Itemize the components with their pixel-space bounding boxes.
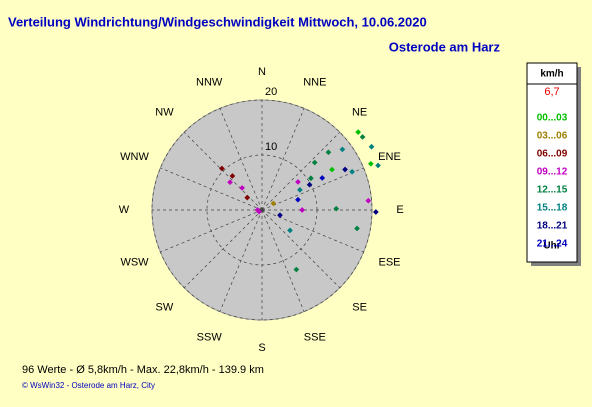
direction-label: WSW xyxy=(120,257,149,269)
spoke xyxy=(261,108,305,211)
data-point xyxy=(239,185,245,191)
data-point xyxy=(306,181,313,188)
chart-subtitle: Osterode am Harz xyxy=(389,39,501,54)
data-point xyxy=(329,166,335,173)
data-point xyxy=(277,212,283,218)
data-point xyxy=(287,227,293,234)
data-point xyxy=(359,134,366,140)
data-point xyxy=(375,162,381,169)
direction-label: SW xyxy=(156,301,174,313)
data-point xyxy=(365,197,372,204)
data-point xyxy=(295,179,301,185)
direction-label: SSW xyxy=(197,331,223,343)
data-point xyxy=(299,207,305,213)
data-point xyxy=(295,196,301,203)
legend-entry: 06...09 xyxy=(537,149,568,160)
ring xyxy=(151,99,373,321)
r-tick-label: 10 xyxy=(265,141,277,153)
data-point xyxy=(339,146,346,153)
legend-entry: 03...06 xyxy=(537,131,568,142)
data-point xyxy=(354,225,360,232)
legend-footer: Uhr xyxy=(543,241,560,252)
direction-label: S xyxy=(258,342,265,354)
current-value: 6,7 xyxy=(544,86,559,98)
spoke xyxy=(219,108,263,211)
data-point xyxy=(308,175,314,182)
direction-label: WNW xyxy=(120,151,149,163)
direction-label: N xyxy=(258,66,266,78)
data-point xyxy=(342,166,348,173)
spoke xyxy=(219,209,263,312)
data-point xyxy=(293,266,300,273)
data-point xyxy=(368,143,375,150)
data-point xyxy=(368,160,374,167)
data-point xyxy=(270,200,277,207)
data-point xyxy=(227,179,233,186)
direction-label: NNW xyxy=(196,76,223,88)
credit: © WsWin32 - Osterode am Harz, City xyxy=(22,381,155,390)
legend-entry: 00...03 xyxy=(537,113,568,124)
data-point xyxy=(319,175,326,181)
direction-label: NNE xyxy=(303,76,326,88)
spoke xyxy=(261,209,364,253)
direction-label: SSE xyxy=(304,331,326,343)
legend-entry: 15...18 xyxy=(537,203,568,214)
data-point xyxy=(373,209,379,215)
direction-label: SE xyxy=(352,301,367,313)
direction-label: W xyxy=(119,204,130,216)
data-point xyxy=(333,205,340,212)
legend-title: km/h xyxy=(540,69,563,80)
legend-entry: 21...24 xyxy=(537,239,568,250)
spoke xyxy=(261,167,364,211)
chart-title: Verteilung Windrichtung/Windgeschwindigk… xyxy=(8,14,427,29)
data-point xyxy=(256,208,262,215)
direction-label: E xyxy=(396,204,403,216)
r-tick-label: 20 xyxy=(265,86,277,98)
direction-label: ENE xyxy=(378,151,401,163)
direction-label: ESE xyxy=(378,257,400,269)
spoke xyxy=(261,209,305,312)
spoke xyxy=(183,209,263,289)
legend-entry: 18...21 xyxy=(537,221,568,232)
data-point xyxy=(355,129,362,135)
ring xyxy=(206,154,318,266)
legend-box xyxy=(526,62,578,263)
legend-entry: 09...12 xyxy=(537,167,568,178)
data-point xyxy=(311,159,318,166)
data-point xyxy=(219,165,225,172)
data-point xyxy=(325,149,332,156)
footer: 96 Werte - Ø 5,8km/h - Max. 22,8km/h - 1… xyxy=(22,364,264,376)
data-point xyxy=(349,168,355,175)
data-point xyxy=(229,173,236,179)
direction-label: NE xyxy=(352,106,367,118)
legend-entry: 12...15 xyxy=(537,185,568,196)
data-point xyxy=(297,187,303,193)
direction-label: NW xyxy=(155,106,174,118)
data-point xyxy=(244,194,251,201)
